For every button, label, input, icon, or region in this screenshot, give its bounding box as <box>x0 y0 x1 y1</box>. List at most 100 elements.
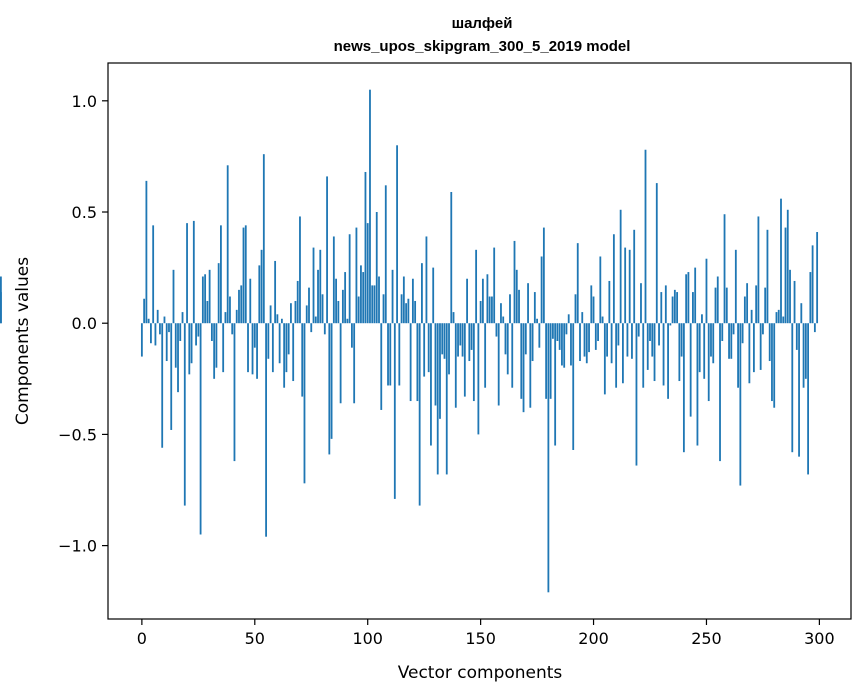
bar <box>800 303 803 324</box>
bar <box>215 323 218 368</box>
bar <box>594 323 597 350</box>
bar <box>188 323 191 375</box>
bar <box>732 323 735 335</box>
bar <box>296 280 299 324</box>
bar <box>678 323 681 382</box>
bar <box>335 278 337 324</box>
bar <box>321 294 324 324</box>
bar <box>258 265 261 324</box>
y-axis-ticks: −1.0 −0.5 0.0 0.5 1.0 <box>58 92 108 556</box>
bar <box>635 323 638 466</box>
bar <box>319 249 322 324</box>
bar <box>689 323 692 417</box>
bar <box>547 323 550 593</box>
bar <box>172 269 175 324</box>
x-tick-label: 50 <box>245 629 265 648</box>
bar <box>734 249 737 324</box>
bar <box>183 323 186 506</box>
bar <box>651 323 654 357</box>
bar <box>156 309 159 324</box>
bar <box>664 285 667 324</box>
bar <box>653 323 656 382</box>
bar <box>353 323 356 404</box>
bar <box>500 303 502 324</box>
bar <box>231 323 234 335</box>
bar <box>143 298 146 324</box>
bar <box>506 323 509 375</box>
x-tick-label: 200 <box>578 629 609 648</box>
bar <box>542 227 545 324</box>
bar <box>692 292 694 324</box>
bar <box>599 256 602 324</box>
bar <box>570 323 572 366</box>
bar <box>712 323 715 364</box>
bar <box>384 185 387 324</box>
bar <box>208 269 211 324</box>
y-tick-label: −1.0 <box>58 537 97 556</box>
bar <box>457 323 459 357</box>
bar <box>698 323 701 373</box>
bar <box>463 323 466 397</box>
bar <box>728 323 730 359</box>
bar <box>755 285 758 324</box>
bar <box>802 323 805 388</box>
bar <box>285 323 288 373</box>
bar <box>253 323 256 348</box>
bar <box>730 323 733 359</box>
bar <box>644 149 647 324</box>
bar <box>481 278 484 324</box>
bar <box>280 318 283 324</box>
bar <box>554 323 557 446</box>
bar <box>748 323 751 384</box>
bar <box>556 323 559 341</box>
bar <box>511 323 514 388</box>
bar <box>375 212 378 324</box>
bar <box>816 232 819 324</box>
bar <box>646 323 649 370</box>
bar <box>238 289 240 324</box>
bar <box>201 276 204 324</box>
bar <box>220 225 222 324</box>
bar <box>0 276 2 324</box>
bar <box>423 323 426 377</box>
bar <box>387 323 389 386</box>
bar <box>206 300 209 324</box>
bar <box>459 323 462 346</box>
bar <box>612 234 615 324</box>
bar <box>572 323 575 450</box>
bar <box>265 323 267 537</box>
y-tick-label: −0.5 <box>58 425 97 444</box>
bar <box>633 229 636 324</box>
bar <box>235 309 238 324</box>
bar <box>177 323 179 393</box>
bar <box>436 323 439 475</box>
bar <box>391 269 394 324</box>
bar <box>154 323 157 346</box>
bar <box>504 323 507 355</box>
bar <box>809 272 812 324</box>
bar <box>199 323 202 535</box>
bar <box>588 323 590 353</box>
bar <box>312 247 315 324</box>
bar <box>441 323 444 355</box>
bars-layer <box>0 89 819 593</box>
bar <box>762 323 764 335</box>
bar <box>576 243 579 324</box>
bar <box>152 225 155 324</box>
bar <box>168 323 170 333</box>
bar <box>628 249 631 324</box>
bar <box>551 323 554 339</box>
bar <box>707 323 710 402</box>
bar <box>768 323 771 362</box>
bar <box>430 323 432 446</box>
bar <box>145 180 148 324</box>
bar <box>140 323 143 357</box>
bar <box>217 263 220 324</box>
bar <box>278 323 281 364</box>
bar <box>364 171 367 324</box>
bar <box>262 154 265 324</box>
bar <box>147 318 150 324</box>
bar <box>716 276 719 324</box>
bar <box>366 223 369 324</box>
